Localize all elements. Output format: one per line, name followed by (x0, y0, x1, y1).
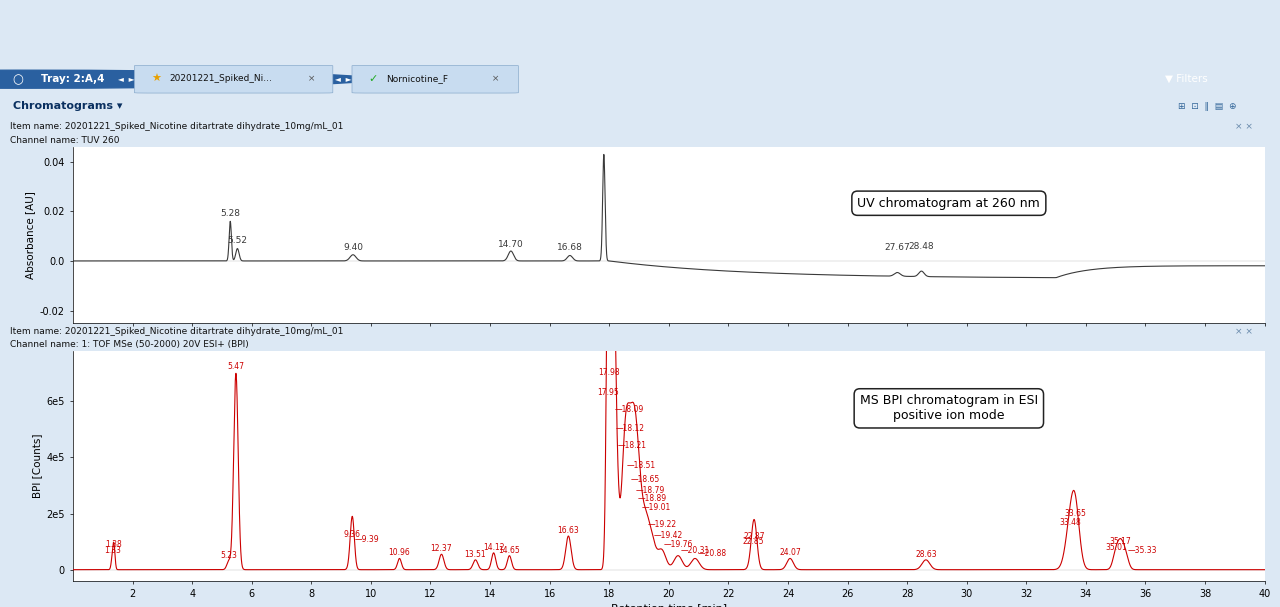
Text: —18.79: —18.79 (635, 486, 664, 495)
Circle shape (0, 70, 376, 88)
Text: MS BPI chromatogram in ESI
positive ion mode: MS BPI chromatogram in ESI positive ion … (860, 395, 1038, 422)
Text: 14.70: 14.70 (498, 240, 524, 248)
Text: Tray: 2:A,4: Tray: 2:A,4 (41, 74, 105, 84)
Text: —18.51: —18.51 (627, 461, 655, 470)
Text: 17.98: 17.98 (598, 368, 620, 377)
Text: 28.63: 28.63 (915, 550, 937, 559)
Text: —18.65: —18.65 (631, 475, 660, 484)
Text: 33.48: 33.48 (1060, 518, 1082, 527)
Text: —18.12: —18.12 (616, 424, 644, 433)
Text: —20.31: —20.31 (681, 546, 709, 555)
FancyBboxPatch shape (134, 66, 333, 93)
Text: 5.47: 5.47 (228, 362, 244, 371)
Text: Chromatograms ▾: Chromatograms ▾ (13, 101, 123, 111)
Y-axis label: BPI [Counts]: BPI [Counts] (32, 433, 42, 498)
Text: —35.33: —35.33 (1128, 546, 1157, 555)
Text: —19.42: —19.42 (654, 531, 684, 540)
Text: Item name: 20201221_Spiked_Nicotine ditartrate dihydrate_10mg/mL_01: Item name: 20201221_Spiked_Nicotine dita… (10, 121, 343, 131)
Text: 14.12: 14.12 (483, 543, 504, 552)
Text: 9.40: 9.40 (343, 243, 364, 253)
Text: 13.51: 13.51 (465, 550, 486, 559)
Text: 14.65: 14.65 (498, 546, 520, 555)
Text: 28.48: 28.48 (909, 242, 934, 251)
Text: ✓: ✓ (369, 73, 378, 84)
Y-axis label: Absorbance [AU]: Absorbance [AU] (26, 191, 36, 279)
Text: 35.17: 35.17 (1110, 537, 1132, 546)
Text: 22.85: 22.85 (742, 537, 764, 546)
Text: UV chromatogram at 260 nm: UV chromatogram at 260 nm (858, 197, 1041, 210)
Text: ○: ○ (13, 73, 23, 86)
Text: 17.95: 17.95 (596, 388, 618, 397)
Text: —9.39: —9.39 (355, 535, 380, 544)
Text: 5.28: 5.28 (220, 209, 241, 217)
Text: 1.33: 1.33 (104, 546, 122, 555)
Text: Item name: 20201221_Spiked_Nicotine ditartrate dihydrate_10mg/mL_01: Item name: 20201221_Spiked_Nicotine dita… (10, 327, 343, 336)
Text: Nornicotine_F: Nornicotine_F (387, 74, 448, 83)
FancyBboxPatch shape (352, 66, 518, 93)
Text: 27.67: 27.67 (884, 243, 910, 253)
Text: ◄  ►: ◄ ► (118, 75, 134, 84)
Text: ▼ Filters: ▼ Filters (1165, 73, 1207, 84)
Text: ⊞  ⊡  ‖  ▤  ⊕: ⊞ ⊡ ‖ ▤ ⊕ (1178, 102, 1236, 110)
Text: 22.87: 22.87 (744, 532, 765, 541)
Text: —19.22: —19.22 (648, 520, 677, 529)
Text: 33.65: 33.65 (1065, 509, 1087, 518)
Text: —18.89: —18.89 (639, 495, 667, 503)
Text: ×: × (489, 74, 499, 83)
Text: —20.88: —20.88 (698, 549, 727, 558)
Text: —18.09: —18.09 (614, 405, 644, 414)
Text: —19.01: —19.01 (641, 503, 671, 512)
Text: Channel name: TUV 260: Channel name: TUV 260 (10, 136, 120, 145)
Text: 16.68: 16.68 (557, 243, 582, 253)
Text: 35.01: 35.01 (1105, 543, 1126, 552)
Text: ★: ★ (151, 73, 161, 84)
Text: × ×: × × (1235, 121, 1253, 131)
Text: —18.21: —18.21 (618, 441, 646, 450)
Text: 9.36: 9.36 (343, 530, 360, 539)
Text: 1.38: 1.38 (106, 540, 123, 549)
Text: 5.23: 5.23 (220, 551, 237, 560)
X-axis label: Retention time [min]: Retention time [min] (611, 603, 727, 607)
Text: 16.63: 16.63 (558, 526, 580, 535)
Text: 12.37: 12.37 (430, 544, 452, 553)
Text: 5.52: 5.52 (228, 236, 247, 245)
Text: 10.96: 10.96 (389, 549, 411, 557)
Text: × ×: × × (1235, 327, 1253, 336)
Text: —19.76: —19.76 (664, 540, 694, 549)
Text: 20201221_Spiked_Ni...: 20201221_Spiked_Ni... (169, 74, 271, 83)
Text: ◄  ►: ◄ ► (335, 75, 352, 84)
Text: ×: × (305, 74, 315, 83)
Text: Channel name: 1: TOF MSe (50-2000) 20V ESI+ (BPI): Channel name: 1: TOF MSe (50-2000) 20V E… (10, 340, 250, 349)
Text: 24.07: 24.07 (780, 549, 801, 557)
